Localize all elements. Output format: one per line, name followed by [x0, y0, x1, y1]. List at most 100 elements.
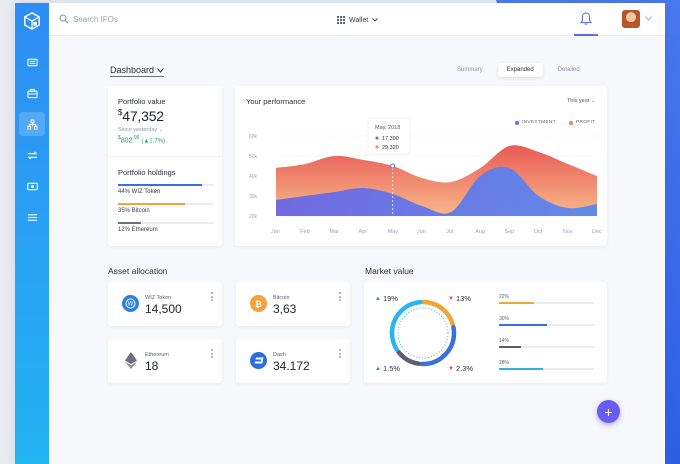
divider — [108, 156, 222, 157]
holding-bar-fill — [118, 222, 141, 224]
y-tick-label: 50k — [249, 154, 258, 160]
market-row-fill — [499, 368, 544, 370]
sidebar-item-menu[interactable] — [19, 205, 45, 229]
performance-chart: 60k 50k 40k 30k 20k Jan Feb Mar Apr May Jun Jul Aug… — [249, 117, 602, 235]
transfer-arrows-icon — [27, 150, 37, 160]
asset-value: 14,500 — [145, 302, 182, 316]
holding-bar-fill — [118, 203, 185, 205]
legend-dot — [569, 120, 573, 125]
market-change-3: ▲ 1.5% — [375, 364, 401, 373]
list-card-icon — [26, 58, 38, 66]
sidebar-item-list[interactable] — [19, 50, 45, 74]
more-options-icon[interactable] — [339, 292, 341, 301]
tab-expanded[interactable]: Expanded — [497, 63, 543, 77]
investment-series-area — [276, 166, 597, 216]
y-tick-label: 60k — [249, 134, 258, 140]
svg-text:₿: ₿ — [255, 299, 262, 309]
holding-bar-track — [118, 222, 213, 224]
asset-card-wiz[interactable]: W WIZ Token 14,500 — [108, 282, 222, 326]
market-change-2: ▼ 13% — [448, 294, 471, 303]
holding-bar-track — [118, 203, 213, 205]
chevron-down-icon — [372, 18, 379, 22]
market-row-track — [499, 324, 594, 326]
holding-label: 35% Bitcoin — [118, 208, 150, 214]
logo-icon — [24, 12, 40, 30]
asset-card-ethereum[interactable]: Ethereum 18 — [108, 339, 222, 383]
arrow-down-icon: ▼ — [448, 295, 454, 302]
tab-detailed[interactable]: Detailed — [557, 67, 580, 73]
market-row-track — [499, 346, 594, 348]
market-row-fill — [499, 324, 547, 326]
market-row-track — [499, 302, 594, 304]
ethereum-icon — [122, 352, 139, 369]
performance-card: Your performance This year ⌄ INVESTMENT … — [235, 86, 607, 246]
arrow-up-icon: ▲ — [375, 295, 381, 302]
y-tick-label: 20k — [249, 214, 258, 220]
x-tick-label: Jul — [446, 229, 453, 235]
chevron-down-icon[interactable] — [645, 16, 652, 21]
more-options-icon[interactable] — [339, 349, 341, 358]
sidebar-item-transfer[interactable] — [19, 143, 45, 167]
add-button[interactable]: + — [597, 400, 620, 423]
notifications-active-indicator — [574, 34, 598, 36]
asset-card-dash[interactable]: Dash 34.172 — [236, 339, 350, 383]
donut-segment — [389, 299, 457, 367]
x-tick-label: Mar — [329, 229, 339, 235]
asset-name: Bitcoin — [273, 295, 290, 301]
market-value-title: Market value — [365, 266, 414, 276]
sidebar — [15, 3, 49, 464]
performance-title: Your performance — [246, 97, 306, 106]
sidebar-item-network[interactable] — [19, 112, 45, 136]
market-row-label: 22% — [499, 294, 510, 300]
donut-inner-ring — [397, 307, 449, 359]
market-row-fill — [499, 346, 522, 348]
range-dropdown[interactable]: This year ⌄ — [567, 98, 596, 104]
portfolio-value-card: Portfolio value $47,352 Since yesterday … — [108, 86, 222, 246]
market-change-1: ▲ 19% — [375, 294, 398, 303]
asset-name: WIZ Token — [145, 295, 172, 301]
page-title: Dashboard — [110, 65, 155, 75]
market-row-label: 14% — [499, 338, 510, 344]
wallet-menu[interactable]: Wallet — [337, 14, 379, 26]
legend-profit: PROFIT — [569, 120, 595, 125]
bell-icon[interactable] — [580, 12, 592, 26]
x-tick-label: Feb — [300, 229, 309, 235]
tooltip-profit: 29,320 — [382, 145, 399, 151]
tab-summary[interactable]: Summary — [457, 67, 483, 73]
sidebar-item-briefcase[interactable] — [19, 81, 45, 105]
more-options-icon[interactable] — [211, 292, 213, 301]
arrow-down-icon: ▼ — [448, 365, 454, 372]
legend-investment: INVESTMENT — [515, 120, 556, 125]
portfolio-holdings-label: Portfolio holdings — [118, 168, 176, 177]
portfolio-change: $802.96 (▲1.7%) — [118, 135, 165, 145]
portfolio-amount: 47,352 — [122, 108, 164, 124]
asset-value: 34.172 — [273, 359, 310, 373]
holding-bar-fill — [118, 184, 202, 186]
asset-card-bitcoin[interactable]: ₿ Bitcoin 3,63 — [236, 282, 350, 326]
market-row-fill — [499, 302, 534, 304]
x-tick-label: Sep — [504, 229, 514, 235]
svg-text:W: W — [128, 302, 134, 308]
x-tick-label: Jan — [271, 229, 280, 235]
tooltip-investment-dot — [375, 136, 379, 140]
top-bar: Wallet — [49, 3, 665, 36]
avatar[interactable] — [622, 10, 640, 28]
network-icon — [26, 118, 38, 130]
donut-segment — [389, 299, 457, 367]
dashboard-dropdown[interactable]: Dashboard — [110, 65, 165, 77]
market-value-donut — [389, 299, 457, 367]
donut-segment — [389, 299, 457, 367]
money-icon — [26, 182, 38, 190]
grid-icon — [337, 16, 345, 24]
search-input[interactable] — [73, 12, 223, 26]
x-tick-label: Apr — [359, 229, 368, 235]
sidebar-item-wallet[interactable] — [19, 174, 45, 198]
chevron-down-icon — [157, 67, 164, 73]
briefcase-icon — [26, 88, 38, 98]
more-options-icon[interactable] — [211, 349, 213, 358]
x-tick-label: Oct — [534, 229, 543, 235]
holding-bar-track — [118, 184, 213, 186]
menu-lines-icon — [27, 213, 37, 221]
wallet-menu-label: Wallet — [349, 16, 369, 24]
chart-tooltip: May, 2018 17,390 29,320 — [367, 117, 411, 155]
